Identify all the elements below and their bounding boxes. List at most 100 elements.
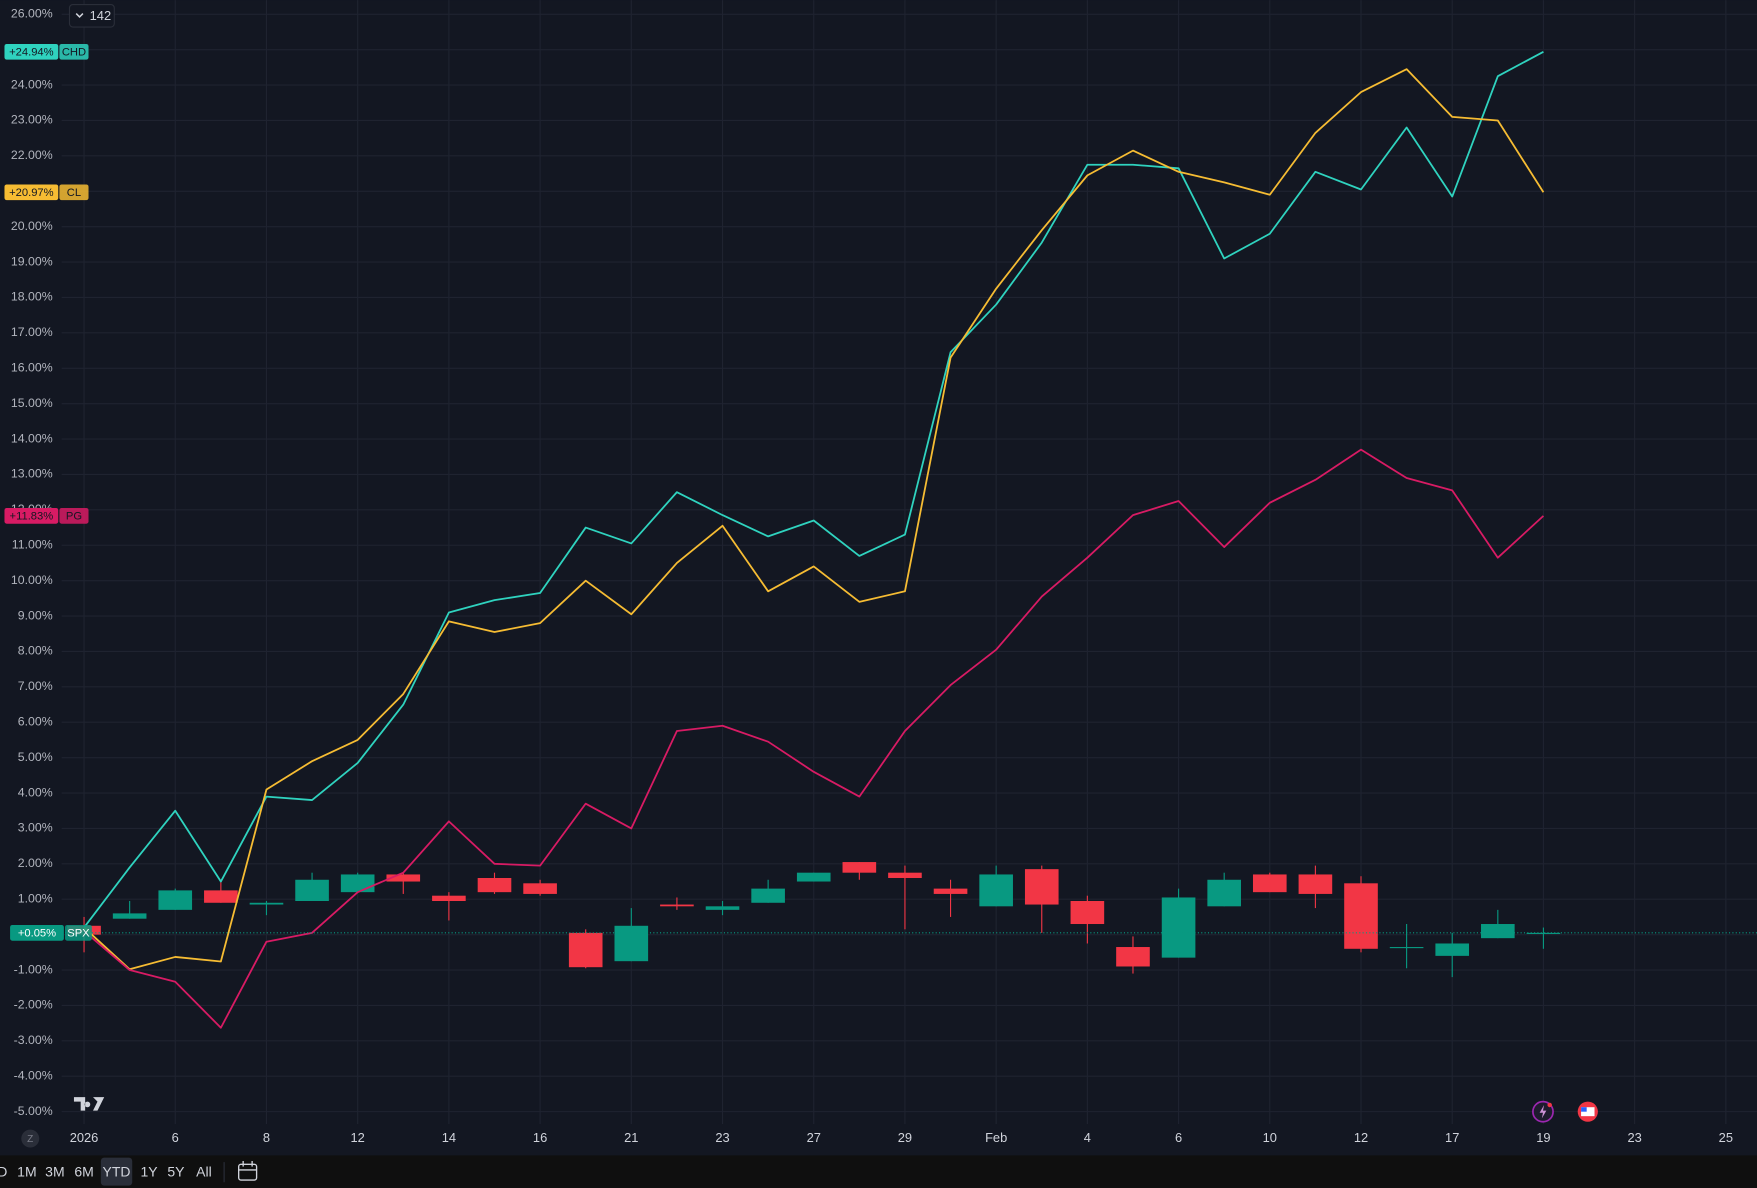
x-tick-label: 23: [715, 1130, 729, 1145]
candle-body: [751, 888, 785, 903]
x-tick-label: 2026: [70, 1130, 99, 1145]
logo: [73, 1097, 105, 1111]
value-badge-text: +0.05%: [18, 927, 56, 939]
candle-body: [888, 872, 922, 878]
y-tick-label: 18.00%: [11, 290, 53, 304]
x-tick-label: 17: [1445, 1130, 1459, 1145]
chevron-icon: [75, 13, 84, 18]
candle-body: [1298, 874, 1333, 894]
x-tick-label: 23: [1627, 1130, 1641, 1145]
counter-button[interactable]: [68, 4, 115, 28]
candle-body: [796, 872, 831, 882]
value-badge: [4, 184, 59, 201]
x-tick-label: 8: [263, 1130, 270, 1145]
x-tick-label: 25: [1719, 1130, 1733, 1145]
range-button[interactable]: 1M: [17, 1163, 36, 1179]
candle-body: [112, 913, 147, 919]
y-tick-label: 17.00%: [11, 325, 53, 339]
y-tick-label: 15.00%: [11, 396, 53, 410]
name-badge: [59, 43, 89, 60]
flag-canton: [1581, 1107, 1587, 1112]
candle-body: [1435, 943, 1470, 956]
value-badge-text: +20.97%: [9, 187, 54, 199]
calendar-icon[interactable]: [238, 1163, 258, 1181]
y-tick-label: 10.00%: [11, 573, 53, 587]
x-tick-label: 27: [807, 1130, 821, 1145]
y-tick-label: 23.00%: [11, 113, 53, 127]
candle-body: [523, 883, 557, 894]
range-button[interactable]: YTD: [103, 1163, 131, 1179]
y-tick-label: -4.00%: [14, 1068, 53, 1082]
y-tick-label: -2.00%: [14, 998, 53, 1012]
candle-body: [1344, 883, 1378, 949]
x-tick-label: 21: [624, 1130, 638, 1145]
calendar-button[interactable]: [238, 1160, 258, 1181]
lightning-shape: [1539, 1104, 1547, 1119]
candle-body: [1389, 947, 1424, 949]
candle-body: [386, 874, 421, 882]
candle-body: [477, 877, 512, 893]
x-tick-label: Feb: [985, 1130, 1007, 1145]
candle-body: [249, 902, 284, 905]
label-layer: -5.00%-4.00%-3.00%-2.00%-1.00%0.00%1.00%…: [4, 7, 1733, 1145]
y-tick-label: 3.00%: [18, 821, 53, 835]
range-button[interactable]: 3M: [45, 1163, 64, 1179]
candle-body: [158, 890, 193, 910]
line-series: [83, 68, 1545, 971]
x-tick-label: 6: [1175, 1130, 1182, 1145]
legend-name: CHD: [62, 46, 86, 58]
y-tick-label: 24.00%: [11, 77, 53, 91]
range-button[interactable]: 6M: [74, 1163, 93, 1179]
candle-body: [660, 904, 694, 907]
range-button[interactable]: 1Y: [140, 1163, 158, 1179]
bottom-toolbar: [0, 1155, 1757, 1188]
y-tick-label: 6.00%: [18, 714, 53, 728]
y-tick-label: 16.00%: [11, 361, 53, 375]
candle-body: [1526, 932, 1561, 934]
y-tick-label: 1.00%: [18, 891, 53, 905]
y-tick-label: 4.00%: [18, 785, 53, 799]
x-tick-label: 10: [1263, 1130, 1277, 1145]
y-tick-label: 9.00%: [18, 608, 53, 622]
timezone-badge[interactable]: [21, 1129, 40, 1148]
counter-text: 142: [90, 8, 111, 23]
y-tick-label: 14.00%: [11, 431, 53, 445]
candle-body: [979, 874, 1013, 907]
legend-name: CL: [67, 187, 81, 199]
x-tick-label: 14: [442, 1130, 456, 1145]
name-badge: [59, 508, 89, 524]
y-tick-label: 22.00%: [11, 148, 53, 162]
candle-body: [568, 932, 603, 968]
value-badge: [4, 43, 59, 60]
legend-name: PG: [66, 510, 82, 522]
y-tick-label: 13.00%: [11, 467, 53, 481]
y-tick-label: 11.00%: [12, 538, 53, 552]
candle-body: [705, 906, 740, 910]
candle-body: [1161, 897, 1196, 958]
y-tick-label: 26.00%: [11, 7, 53, 21]
x-tick-label: 12: [351, 1130, 365, 1145]
range-button[interactable]: All: [196, 1163, 212, 1179]
y-tick-label: 7.00%: [18, 679, 53, 693]
x-tick-label: 29: [898, 1130, 912, 1145]
mark-layer: [61, 50, 1757, 1029]
y-tick-label: 8.00%: [18, 644, 53, 658]
y-tick-label: 20.00%: [11, 219, 53, 233]
candle-body: [1070, 901, 1105, 925]
indicator-toggle[interactable]: 142: [68, 4, 115, 28]
value-badge: [10, 925, 64, 941]
range-button[interactable]: D: [0, 1163, 7, 1179]
y-tick-label: 19.00%: [11, 254, 53, 268]
name-badge: [59, 184, 89, 201]
candle-body: [340, 874, 375, 893]
range-button[interactable]: 5Y: [167, 1163, 185, 1179]
range-buttons: D 1M 3M 6M YTD 1Y 5Y All: [0, 1157, 212, 1186]
candle-body: [432, 895, 466, 902]
active-range-bg[interactable]: [100, 1157, 133, 1186]
event-icons[interactable]: [1532, 1100, 1598, 1123]
candle-body: [842, 862, 877, 873]
flag-shape: [1581, 1107, 1595, 1117]
name-badge: [64, 925, 92, 941]
candle-body: [1024, 869, 1059, 905]
